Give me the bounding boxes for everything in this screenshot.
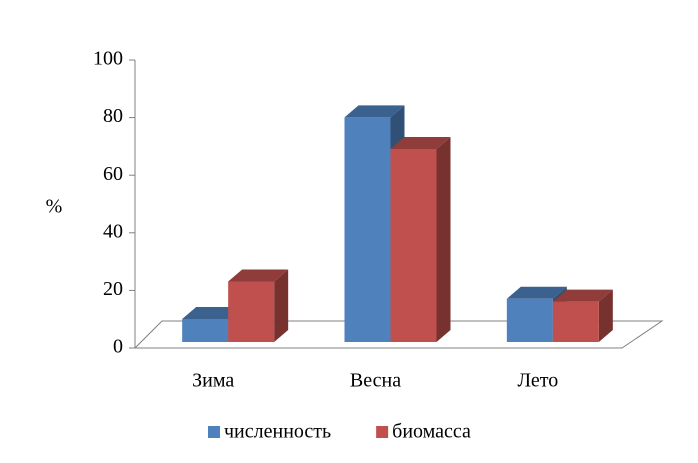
bar [228, 269, 289, 342]
bar-face [552, 289, 613, 302]
bar-face [598, 289, 613, 342]
y-tick-label: 60 [103, 163, 123, 185]
y-tick-label: 0 [113, 336, 123, 358]
legend-label: биомасса [392, 421, 471, 443]
bar-face [344, 117, 391, 342]
legend-swatch [376, 426, 389, 438]
bar-face [228, 281, 275, 342]
y-axis-label: % [46, 196, 63, 218]
y-tick-label: 80 [103, 105, 123, 127]
x-tick-label: Лето [517, 370, 558, 392]
bar-face [182, 306, 243, 319]
bar-face [390, 137, 451, 150]
legend-swatch [208, 426, 220, 438]
bar [552, 289, 613, 342]
bar-face [552, 301, 599, 342]
y-tick-label: 20 [103, 278, 123, 300]
bar-face [506, 298, 553, 342]
bar-face [506, 286, 567, 299]
y-tick-label: 100 [93, 48, 123, 70]
x-tick-label: Зима [192, 370, 234, 392]
bar-face [344, 105, 405, 118]
bar-face [182, 318, 229, 342]
bar [390, 137, 451, 342]
legend-label: численность [224, 421, 331, 443]
y-tick-label: 40 [103, 220, 123, 242]
bar-face [390, 149, 437, 342]
bar-face [274, 269, 289, 342]
bar-face [228, 269, 289, 282]
x-tick-label: Весна [350, 370, 401, 392]
bar-face [436, 137, 451, 342]
floor [133, 320, 664, 349]
